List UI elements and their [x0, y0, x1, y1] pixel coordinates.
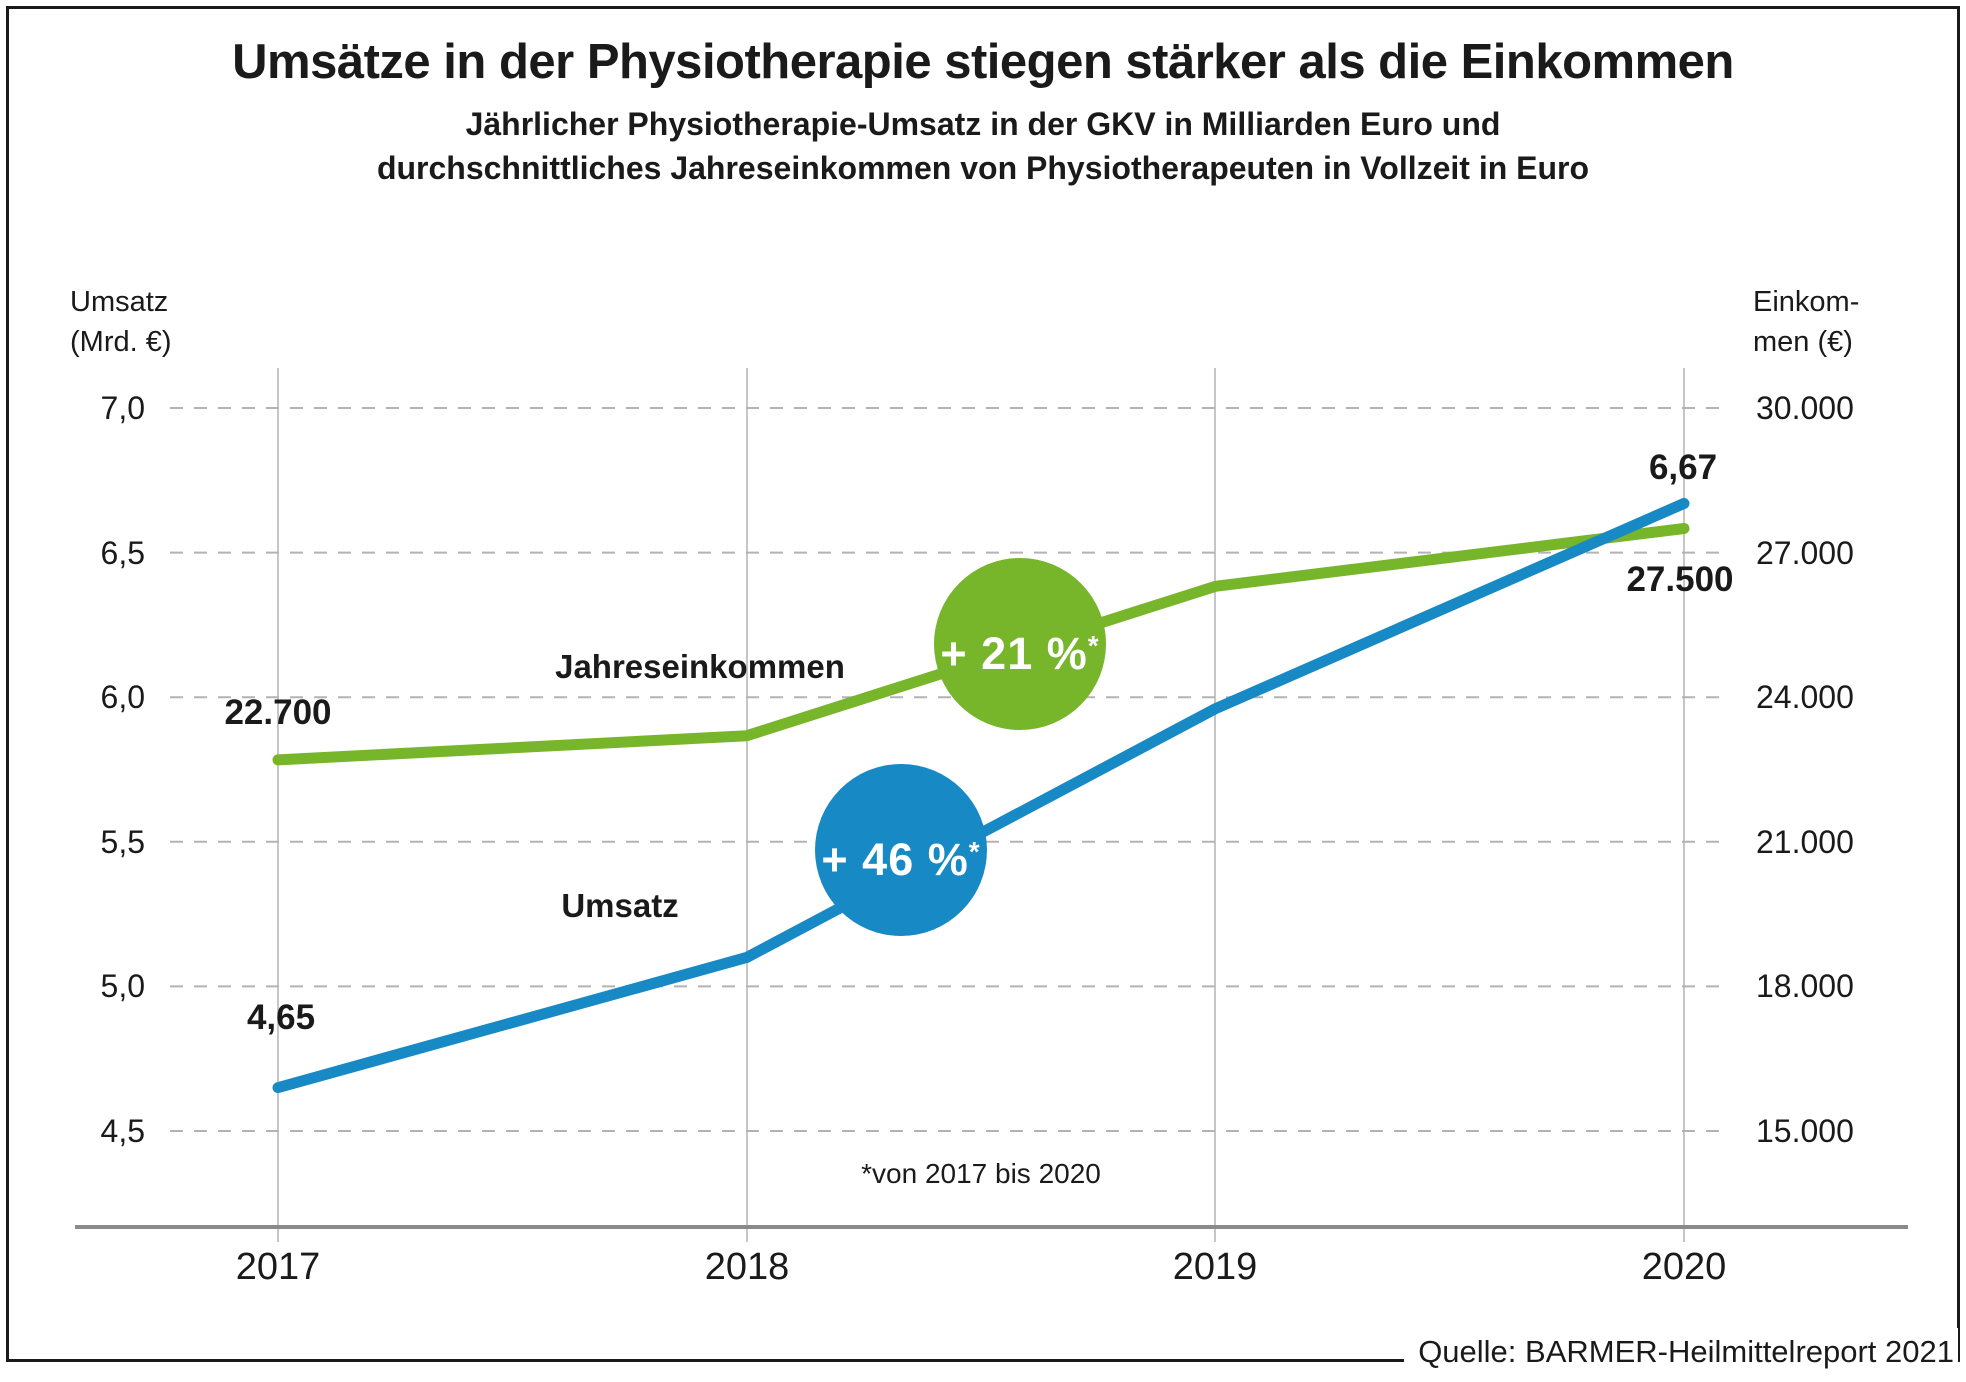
page-title: Umsätze in der Physiotherapie stiegen st… — [232, 35, 1734, 89]
einkommen-2020-value: 27.500 — [1626, 560, 1734, 599]
right-tick-30000: 30.000 — [1756, 390, 1854, 426]
umsatz-2020-value: 6,67 — [1648, 448, 1718, 487]
right-tick-27000: 27.000 — [1756, 535, 1854, 571]
einkommen-change-value: + 21 % — [940, 627, 1088, 679]
umsatz-change-value: + 46 % — [821, 833, 969, 885]
right-tick-21000: 21.000 — [1756, 824, 1854, 860]
einkommen-change-asterisk: * — [1087, 630, 1100, 661]
right-axis-title-line1: Einkom- — [1753, 286, 1860, 318]
left-tick-5-5: 5,5 — [100, 824, 145, 860]
einkommen-badge-circle — [934, 558, 1106, 730]
umsatz-series-label: Umsatz — [561, 887, 679, 924]
outer-frame — [6, 6, 1960, 1362]
left-axis-title-line1: Umsatz — [70, 286, 169, 318]
left-axis-title: Umsatz (Mrd. €) — [70, 282, 290, 362]
page-subtitle-line2: durchschnittliches Jahreseinkommen von P… — [376, 150, 1590, 186]
umsatz-2017-value: 4,65 — [246, 998, 316, 1037]
left-axis-title-line2: (Mrd. €) — [70, 326, 172, 358]
footnote: *von 2017 bis 2020 — [861, 1158, 1101, 1189]
source-credit: Quelle: BARMER-Heilmittelreport 2021 — [1404, 1328, 1958, 1378]
einkommen-change-badge: + 21 %* — [910, 618, 1130, 682]
left-tick-7-0: 7,0 — [100, 390, 145, 426]
left-tick-6-5: 6,5 — [100, 535, 145, 571]
left-tick-5-0: 5,0 — [100, 968, 145, 1004]
right-tick-18000: 18.000 — [1756, 968, 1854, 1004]
right-tick-15000: 15.000 — [1756, 1113, 1854, 1149]
year-label-2018: 2018 — [704, 1246, 790, 1288]
right-axis-title: Einkom- men (€) — [1753, 282, 1953, 362]
einkommen-series-label: Jahreseinkommen — [555, 648, 845, 685]
left-tick-6-0: 6,0 — [100, 679, 145, 715]
year-label-2019: 2019 — [1172, 1246, 1258, 1288]
umsatz-badge-circle — [815, 764, 987, 936]
umsatz-change-asterisk: * — [968, 836, 981, 867]
umsatz-change-badge: + 46 %* — [791, 824, 1011, 888]
right-tick-24000: 24.000 — [1756, 679, 1854, 715]
right-axis-title-line2: men (€) — [1753, 326, 1853, 358]
year-label-2017: 2017 — [235, 1246, 321, 1288]
year-label-2020: 2020 — [1641, 1246, 1727, 1288]
left-tick-4-5: 4,5 — [100, 1113, 145, 1149]
page-subtitle-line1: Jährlicher Physiotherapie-Umsatz in der … — [465, 106, 1501, 142]
einkommen-2017-value: 22.700 — [224, 693, 332, 732]
